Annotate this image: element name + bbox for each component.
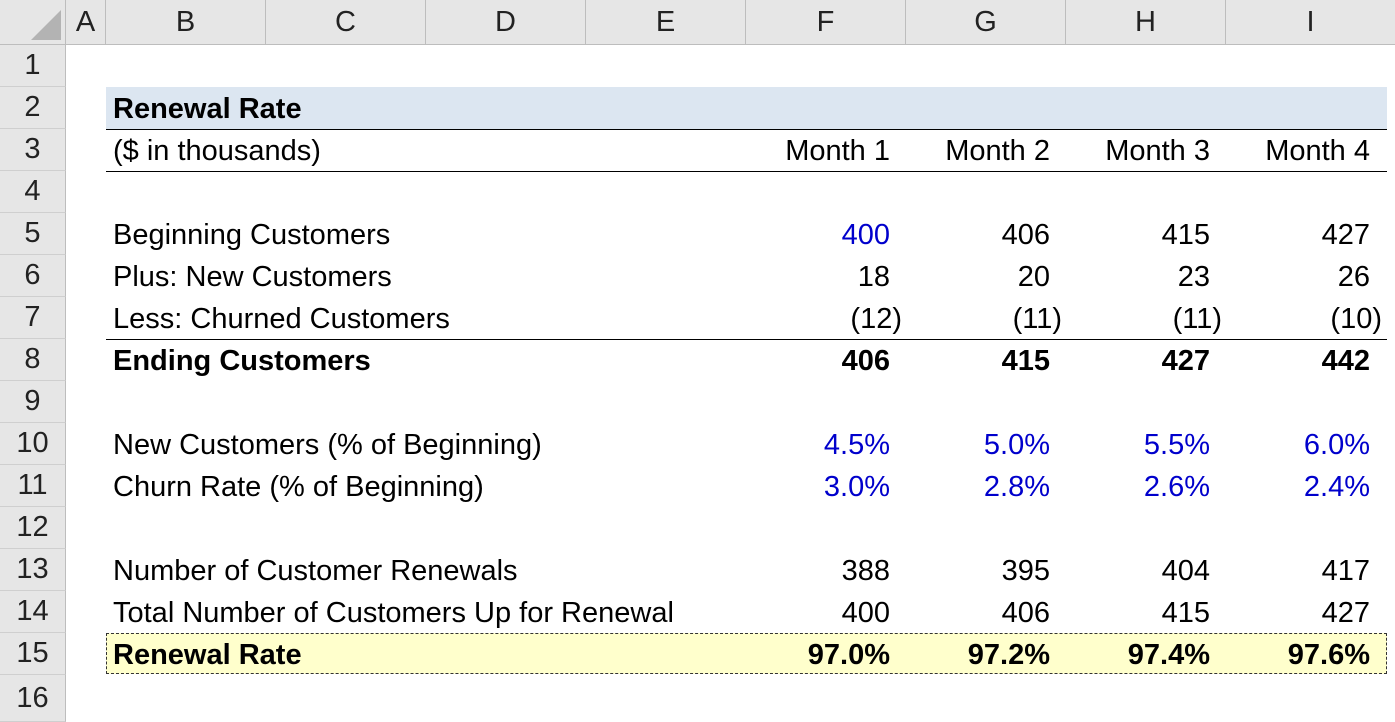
up-for-renewal-m2[interactable]: 406 [1001, 597, 1050, 629]
beginning-customers-m4[interactable]: 427 [1321, 219, 1370, 251]
ending-customers-m2[interactable]: 415 [1001, 345, 1050, 377]
renewals-m1[interactable]: 388 [841, 555, 890, 587]
new-pct-m3[interactable]: 5.5% [1143, 429, 1210, 461]
ending-customers-m4[interactable]: 442 [1321, 345, 1370, 377]
churned-customers-label[interactable]: Less: Churned Customers [113, 303, 450, 335]
ending-customers-m1[interactable]: 406 [841, 345, 890, 377]
new-customers-m3[interactable]: 23 [1177, 261, 1210, 293]
churned-customers-m1[interactable]: (12) [850, 303, 902, 335]
row-header-7[interactable]: 7 [0, 297, 66, 339]
column-header-c[interactable]: C [266, 0, 426, 45]
renewal-rate-label[interactable]: Renewal Rate [113, 639, 302, 671]
row-header-1[interactable]: 1 [0, 45, 66, 87]
renewal-rate-m4[interactable]: 97.6% [1287, 639, 1370, 671]
new-customers-m1[interactable]: 18 [857, 261, 890, 293]
up-for-renewal-m1[interactable]: 400 [841, 597, 890, 629]
row-header-14[interactable]: 14 [0, 591, 66, 633]
churned-customers-m4[interactable]: (10) [1330, 303, 1382, 335]
month-3-header[interactable]: Month 3 [1105, 135, 1210, 167]
ending-top-border [106, 339, 1387, 340]
ending-customers-m3[interactable]: 427 [1161, 345, 1210, 377]
row-header-13[interactable]: 13 [0, 549, 66, 591]
up-for-renewal-m4[interactable]: 427 [1321, 597, 1370, 629]
row-header-11[interactable]: 11 [0, 465, 66, 507]
title-band [106, 87, 1387, 129]
churn-rate-m4[interactable]: 2.4% [1303, 471, 1370, 503]
row-header-3[interactable]: 3 [0, 129, 66, 171]
sheet-title[interactable]: Renewal Rate [113, 93, 302, 125]
new-pct-m2[interactable]: 5.0% [983, 429, 1050, 461]
column-header-h[interactable]: H [1066, 0, 1226, 45]
row-header-4[interactable]: 4 [0, 171, 66, 213]
churned-customers-m2[interactable]: (11) [1012, 303, 1062, 335]
row-header-6[interactable]: 6 [0, 255, 66, 297]
beginning-customers-m1[interactable]: 400 [841, 219, 890, 251]
row-header-2[interactable]: 2 [0, 87, 66, 129]
title-bottom-border [106, 129, 1387, 130]
churn-rate-m2[interactable]: 2.8% [983, 471, 1050, 503]
column-header-i[interactable]: I [1226, 0, 1395, 45]
row-header-8[interactable]: 8 [0, 339, 66, 381]
renewals-label[interactable]: Number of Customer Renewals [113, 555, 518, 587]
renewals-m3[interactable]: 404 [1161, 555, 1210, 587]
month-2-header[interactable]: Month 2 [945, 135, 1050, 167]
beginning-customers-label[interactable]: Beginning Customers [113, 219, 391, 251]
column-header-b[interactable]: B [106, 0, 266, 45]
column-header-a[interactable]: A [66, 0, 106, 45]
renewals-m4[interactable]: 417 [1321, 555, 1370, 587]
churned-customers-m3[interactable]: (11) [1172, 303, 1222, 335]
row-header-12[interactable]: 12 [0, 507, 66, 549]
beginning-customers-m3[interactable]: 415 [1161, 219, 1210, 251]
month-4-header[interactable]: Month 4 [1265, 135, 1370, 167]
churn-rate-label[interactable]: Churn Rate (% of Beginning) [113, 471, 484, 503]
renewal-rate-band [106, 633, 1387, 674]
renewal-rate-m3[interactable]: 97.4% [1127, 639, 1210, 671]
up-for-renewal-label[interactable]: Total Number of Customers Up for Renewal [113, 597, 674, 629]
new-customers-m2[interactable]: 20 [1017, 261, 1050, 293]
churn-rate-m1[interactable]: 3.0% [823, 471, 890, 503]
row-header-16[interactable]: 16 [0, 675, 66, 722]
renewals-m2[interactable]: 395 [1001, 555, 1050, 587]
select-all-triangle-icon [31, 10, 61, 40]
column-header-e[interactable]: E [586, 0, 746, 45]
month-1-header[interactable]: Month 1 [785, 135, 890, 167]
new-customers-label[interactable]: Plus: New Customers [113, 261, 392, 293]
units-label[interactable]: ($ in thousands) [113, 135, 321, 167]
column-header-d[interactable]: D [426, 0, 586, 45]
ending-customers-label[interactable]: Ending Customers [113, 345, 371, 377]
churn-rate-m3[interactable]: 2.6% [1143, 471, 1210, 503]
row-header-15[interactable]: 15 [0, 633, 66, 675]
header-bottom-border [106, 171, 1387, 172]
column-header-g[interactable]: G [906, 0, 1066, 45]
new-customers-m4[interactable]: 26 [1337, 261, 1370, 293]
new-pct-m1[interactable]: 4.5% [823, 429, 890, 461]
column-header-f[interactable]: F [746, 0, 906, 45]
beginning-customers-m2[interactable]: 406 [1001, 219, 1050, 251]
row-header-5[interactable]: 5 [0, 213, 66, 255]
select-all-corner[interactable] [0, 0, 66, 45]
new-pct-m4[interactable]: 6.0% [1303, 429, 1370, 461]
new-pct-label[interactable]: New Customers (% of Beginning) [113, 429, 542, 461]
row-header-10[interactable]: 10 [0, 423, 66, 465]
renewal-rate-m2[interactable]: 97.2% [967, 639, 1050, 671]
row-header-9[interactable]: 9 [0, 381, 66, 423]
up-for-renewal-m3[interactable]: 415 [1161, 597, 1210, 629]
renewal-rate-m1[interactable]: 97.0% [807, 639, 890, 671]
